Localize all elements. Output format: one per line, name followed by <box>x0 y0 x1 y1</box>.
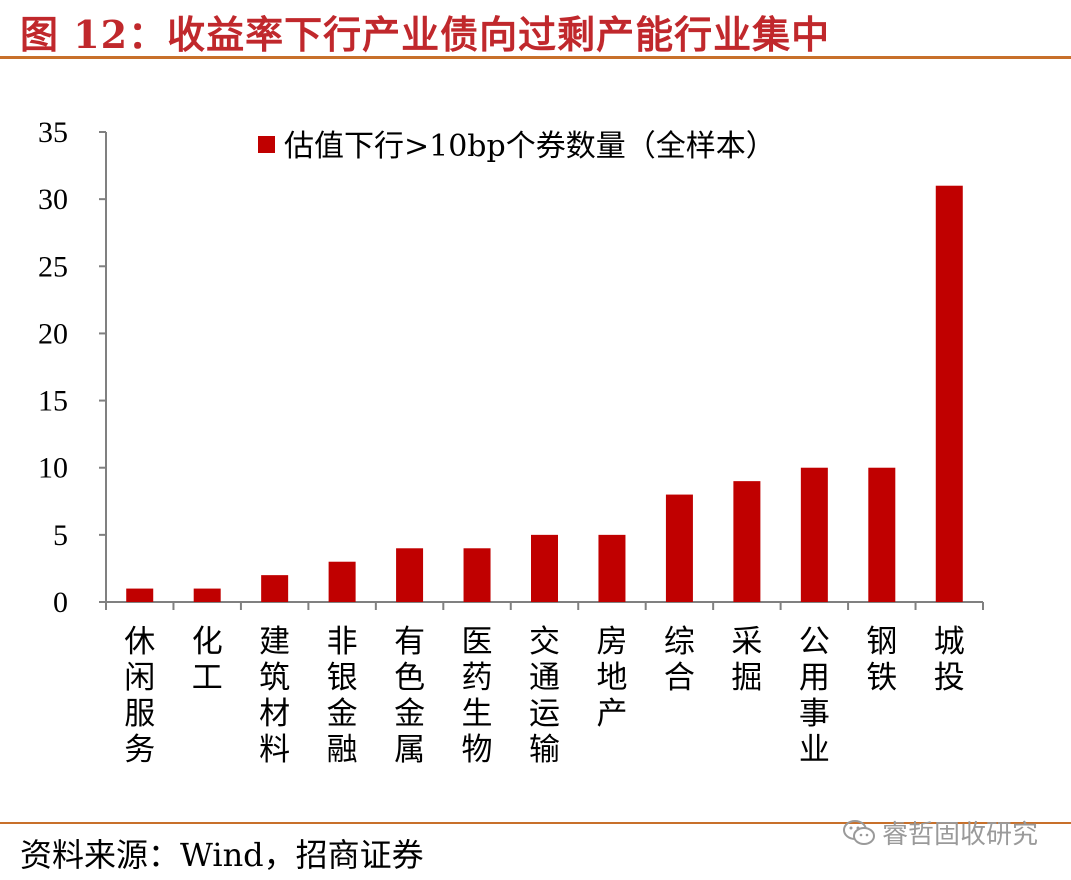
bar <box>463 548 491 602</box>
x-tick-label: 医药生物 <box>462 624 493 768</box>
footer-divider <box>0 822 1071 824</box>
y-tick-label: 35 <box>38 116 68 149</box>
x-tick-label: 非银金融 <box>327 624 358 768</box>
bar <box>328 561 356 602</box>
x-tick-label: 房地产 <box>596 624 627 732</box>
y-tick-label: 15 <box>38 385 68 418</box>
bar <box>800 467 828 602</box>
watermark-text: 睿哲固收研究 <box>882 820 1039 850</box>
legend-label: 估值下行>10bp个券数量（全样本） <box>284 129 776 164</box>
bar <box>598 534 626 602</box>
chart-legend: 估值下行>10bp个券数量（全样本） <box>258 129 776 164</box>
x-tick-label: 城投 <box>934 624 965 696</box>
x-tick-label: 休闲服务 <box>124 624 155 768</box>
bar <box>935 185 963 602</box>
y-tick-label: 5 <box>53 519 68 552</box>
watermark: 睿哲固收研究 <box>842 814 1038 851</box>
y-tick-label: 0 <box>53 586 68 619</box>
x-tick-label: 公用事业 <box>799 624 830 768</box>
x-tick-label: 建筑材料 <box>259 624 290 768</box>
bar <box>531 534 558 602</box>
chart-axes: 0 5 10 15 20 25 30 35 <box>38 116 984 619</box>
y-tick-label: 10 <box>38 452 68 485</box>
y-tick-label: 25 <box>38 250 68 283</box>
x-tick-label: 化工 <box>192 624 223 696</box>
x-tick-label: 交通运输 <box>529 624 560 768</box>
wechat-icon <box>843 819 875 845</box>
bar <box>396 548 424 602</box>
y-tick-label: 20 <box>38 317 68 350</box>
y-tick-label: 30 <box>38 183 68 216</box>
x-tick-label: 钢铁 <box>866 624 897 696</box>
chart-bars <box>126 185 963 602</box>
bar <box>261 575 289 602</box>
title-divider <box>0 56 1071 59</box>
x-tick-label: 综合 <box>664 624 695 696</box>
source-note: 资料来源：Wind，招商证券 <box>20 836 424 874</box>
bar <box>193 588 221 602</box>
bar-chart: 0 5 10 15 20 25 30 35 休闲服务 化工 建筑材料 非银金融 有色金属 医药生物 交通运… <box>38 116 984 768</box>
x-tick-label: 采掘 <box>731 624 762 696</box>
bar <box>733 481 761 602</box>
figure-title: 图 12：收益率下行产业债向过剩产能行业集中 <box>20 12 831 57</box>
bar <box>868 467 896 602</box>
legend-swatch <box>258 136 275 153</box>
x-tick-label: 有色金属 <box>394 624 425 768</box>
bar <box>665 494 693 602</box>
bar <box>126 588 154 602</box>
